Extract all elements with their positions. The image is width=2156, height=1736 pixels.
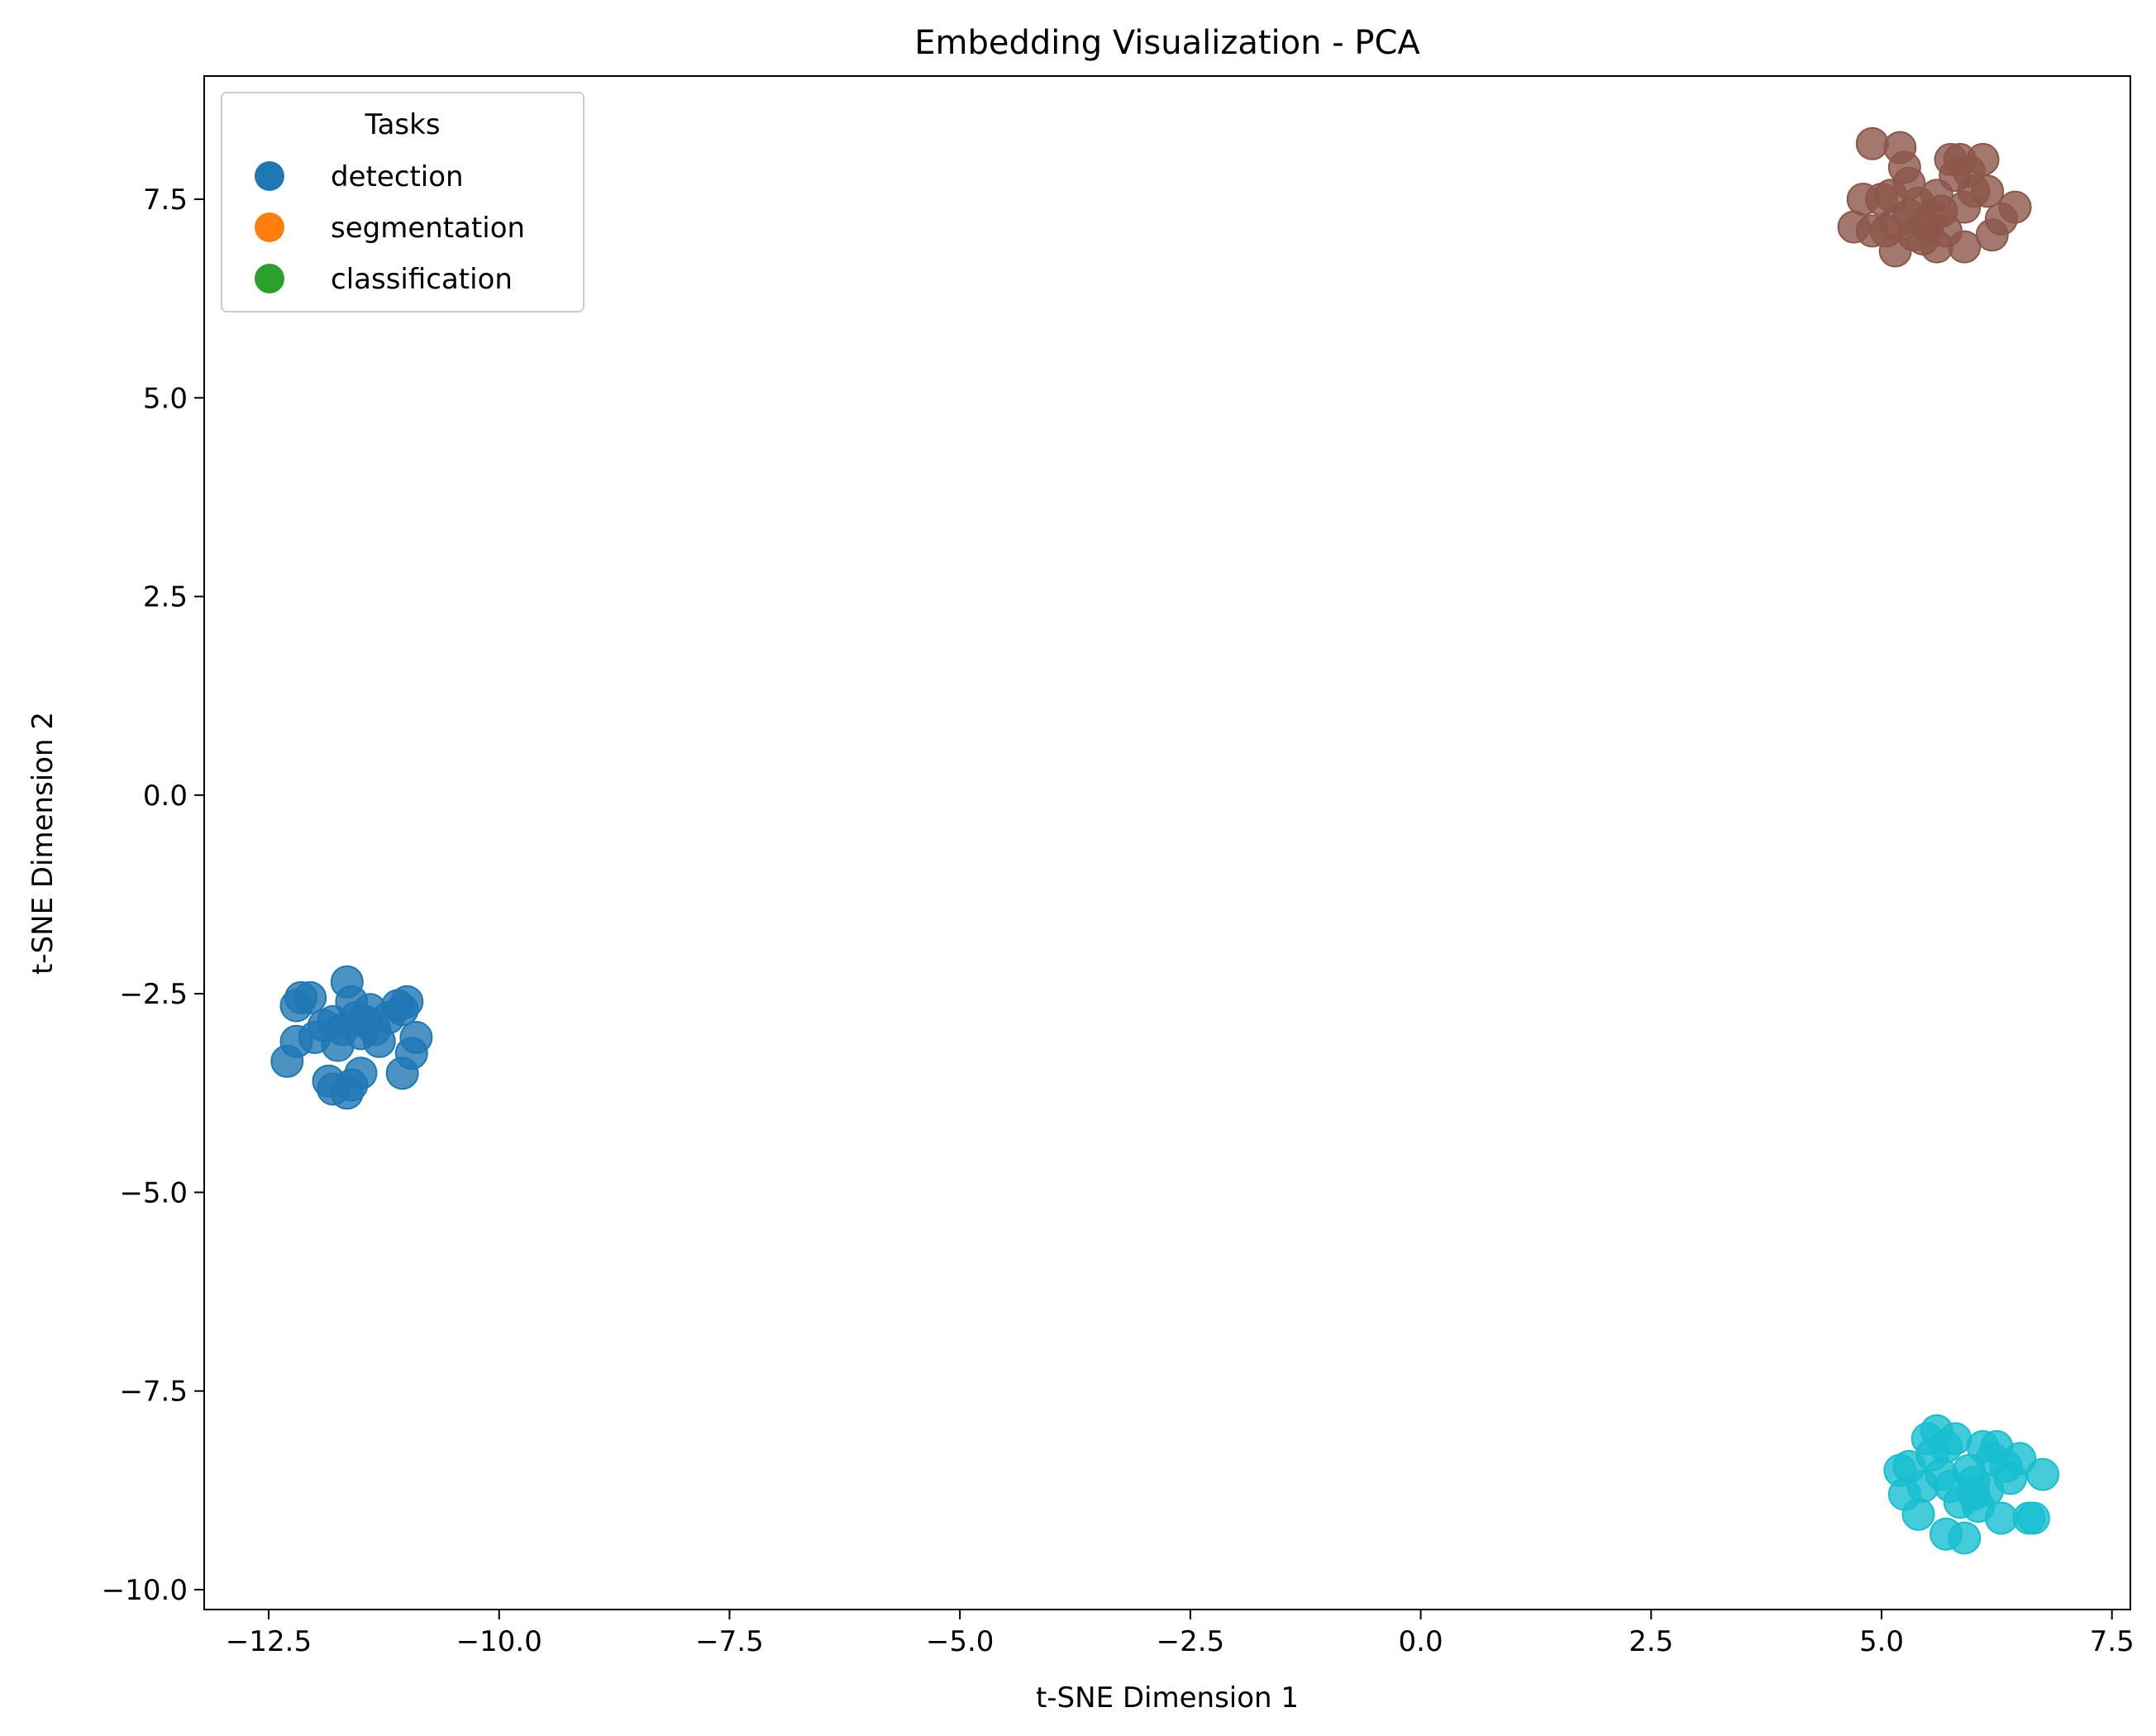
scatter-point [317,1004,351,1038]
scatter-point [1915,1438,1949,1471]
legend-marker [255,264,284,293]
chart-title: Embedding Visualization - PCA [914,24,1420,62]
scatter-point [344,1056,378,1090]
legend-marker [255,212,284,242]
y-tick-label: −10.0 [102,1574,188,1607]
scatter-point [390,985,424,1018]
x-axis-label: t-SNE Dimension 1 [1036,1681,1299,1715]
plot-area-frame [203,75,2131,1610]
scatter-point [1998,190,2032,224]
points-layer [270,126,2060,1555]
scatter-point [1984,1501,2018,1535]
x-tick-label: 0.0 [1399,1625,1443,1658]
x-tick-label: −2.5 [1157,1625,1225,1658]
legend-entries: detection segmentation classification [255,160,525,296]
scatter-point [2016,1501,2050,1535]
x-tick-label: −10.0 [456,1625,542,1658]
x-tick-label: −5.0 [926,1625,995,1658]
scatter-point [2026,1457,2060,1491]
scatter-point [1966,142,2000,176]
x-axis-ticks: −12.5 −10.0 −7.5 −5.0 −2.5 0.0 2.5 5.0 7.5 [226,1610,2135,1658]
scatter-point [1948,1521,1982,1555]
legend-title: Tasks [364,108,440,141]
scatter-point [1948,230,1982,264]
y-tick-label: 5.0 [143,382,188,415]
x-tick-label: −7.5 [695,1625,764,1658]
legend-entry-label: classification [331,263,513,296]
y-tick-label: −5.0 [119,1176,188,1209]
y-tick-label: 7.5 [143,184,188,217]
y-axis-ticks: −10.0 −7.5 −5.0 −2.5 0.0 2.5 5.0 7.5 [102,184,204,1607]
y-tick-label: −7.5 [119,1376,188,1409]
x-tick-label: 5.0 [1859,1625,1904,1658]
y-tick-label: −2.5 [119,978,188,1011]
x-tick-label: 7.5 [2090,1625,2135,1658]
scatter-point [399,1021,433,1054]
scatter-point [349,1004,383,1038]
scatter-point [1901,1497,1935,1531]
scatter-point [1971,174,2005,208]
y-axis-label: t-SNE Dimension 2 [26,712,60,975]
legend-entry-label: segmentation [331,212,525,245]
scatter-point [1855,126,1889,160]
y-tick-label: 2.5 [143,581,188,614]
x-tick-label: −12.5 [226,1625,312,1658]
legend: Tasks detection segmentation classificatio… [221,92,584,312]
x-tick-label: 2.5 [1629,1625,1673,1658]
scatter-point [1957,1477,1991,1511]
scatter-point [2003,1442,2037,1476]
legend-entry-label: detection [331,160,464,193]
legend-marker [255,161,284,191]
scatter-point [293,980,327,1014]
y-tick-label: 0.0 [143,780,188,813]
legend-box [221,92,584,312]
